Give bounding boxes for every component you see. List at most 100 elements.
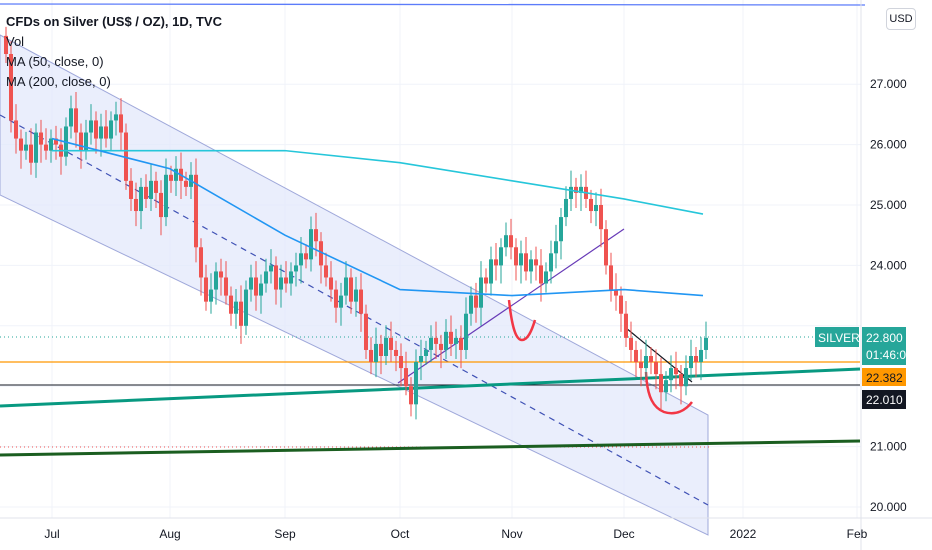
candle-body	[509, 235, 513, 248]
candle-body	[694, 356, 698, 363]
top-line	[0, 3, 866, 6]
legend-vol[interactable]: Vol	[6, 34, 25, 49]
candle-body	[604, 229, 608, 266]
candle-body	[4, 35, 8, 54]
candle-body	[619, 295, 623, 314]
ma50-line	[51, 137, 704, 297]
candle-body	[519, 253, 523, 266]
candle-body	[664, 380, 668, 393]
candle-body	[174, 168, 178, 181]
red-drawing-dec	[644, 371, 693, 415]
candle-body	[669, 368, 673, 381]
candle-body	[599, 205, 603, 230]
price-tick-label: 25.000	[870, 198, 907, 212]
candle-body	[474, 295, 478, 308]
candle-body	[549, 253, 553, 272]
candle-body	[9, 54, 13, 121]
candle-body	[79, 132, 83, 151]
candle-body	[569, 186, 573, 199]
candle-body	[294, 265, 298, 272]
candle-body	[329, 277, 333, 290]
candle-body	[389, 337, 393, 350]
candle-body	[514, 247, 518, 266]
price-axis[interactable]: 20.000 21.000 24.000 25.000 26.000 27.000	[870, 77, 907, 514]
candle-body	[659, 374, 663, 393]
candle-body	[269, 265, 273, 272]
time-tick-label: Jul	[44, 527, 59, 541]
currency-button[interactable]: USD	[886, 8, 916, 30]
candle-body	[169, 174, 173, 181]
candle-body	[104, 126, 108, 139]
candle-body	[379, 343, 383, 356]
candle-body	[529, 259, 533, 272]
candle-body	[14, 120, 18, 139]
candle-body	[539, 265, 543, 284]
candle-body	[44, 144, 48, 151]
candle-body	[324, 265, 328, 278]
candle-body	[134, 198, 138, 212]
chart-title: CFDs on Silver (US$ / OZ), 1D, TVC	[6, 14, 222, 29]
candle-body	[259, 283, 263, 296]
candle-body	[639, 362, 643, 369]
chart-legend: CFDs on Silver (US$ / OZ), 1D, TVC Vol M…	[6, 12, 222, 92]
candle-body	[299, 253, 303, 266]
candle-body	[644, 356, 648, 369]
candle-body	[34, 132, 38, 163]
candle-body	[364, 313, 368, 350]
candlesticks	[4, 26, 708, 420]
time-axis[interactable]: Jul Aug Sep Oct Nov Dec 2022 Feb	[44, 527, 867, 541]
candle-body	[699, 349, 703, 363]
candle-body	[304, 253, 308, 260]
candle-body	[349, 277, 353, 302]
candle-body	[494, 259, 498, 266]
candle-body	[314, 229, 318, 242]
candle-body	[439, 343, 443, 350]
price-tick-label: 24.000	[870, 258, 907, 272]
candle-body	[419, 356, 423, 363]
candle-body	[469, 295, 473, 314]
candle-body	[279, 277, 283, 290]
candle-body	[114, 114, 118, 121]
candle-body	[219, 271, 223, 278]
candle-body	[244, 289, 248, 326]
candle-body	[239, 301, 243, 326]
candle-body	[184, 180, 188, 187]
candle-body	[654, 362, 658, 375]
time-tick-label: Nov	[501, 527, 522, 541]
candle-body	[684, 368, 688, 387]
candle-body	[689, 356, 693, 369]
candle-body	[559, 217, 563, 242]
bar-countdown: 01:46:09	[866, 348, 913, 362]
time-tick-label: Oct	[391, 527, 410, 541]
candle-body	[74, 108, 78, 133]
candle-body	[289, 271, 293, 284]
candle-body	[159, 192, 163, 218]
candle-body	[624, 313, 628, 338]
candle-body	[629, 337, 633, 350]
candle-body	[209, 289, 213, 302]
candle-body	[374, 343, 378, 363]
candle-body	[594, 205, 598, 212]
legend-ma50[interactable]: MA (50, close, 0)	[6, 54, 104, 69]
price-tick-label: 20.000	[870, 500, 907, 514]
candle-body	[154, 180, 158, 193]
channel-midline	[0, 114, 709, 506]
candle-body	[144, 186, 148, 199]
legend-ma200[interactable]: MA (200, close, 0)	[6, 74, 111, 89]
black-level-label: 22.010	[862, 390, 906, 409]
last-price-value: 22.800	[866, 331, 903, 345]
time-tick-label: Feb	[847, 527, 868, 541]
candle-body	[524, 253, 528, 272]
candle-body	[479, 277, 483, 308]
candle-body	[149, 180, 153, 199]
candle-body	[634, 349, 638, 363]
candle-body	[54, 138, 58, 145]
candle-body	[344, 277, 348, 296]
last-price-label: SILVER 22.800 01:46:09	[815, 327, 913, 365]
candle-body	[94, 120, 98, 139]
candle-body	[679, 374, 683, 387]
candle-body	[84, 132, 88, 151]
candle-body	[579, 186, 583, 193]
candle-body	[399, 356, 403, 369]
